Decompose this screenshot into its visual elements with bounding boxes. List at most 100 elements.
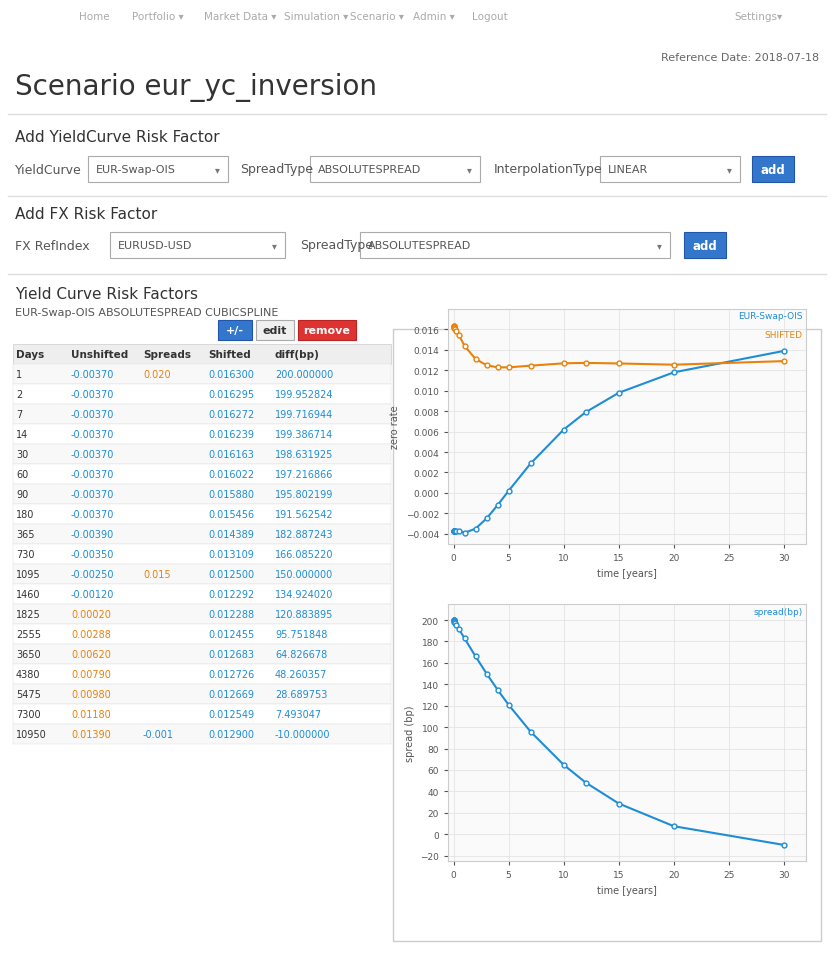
Text: 30: 30 bbox=[16, 450, 28, 459]
Text: SpreadType: SpreadType bbox=[240, 163, 313, 176]
Text: EUR-Swap-OIS ABSOLUTESPREAD CUBICSPLINE: EUR-Swap-OIS ABSOLUTESPREAD CUBICSPLINE bbox=[15, 308, 279, 317]
Text: Settings▾: Settings▾ bbox=[734, 12, 782, 23]
Text: 365: 365 bbox=[16, 530, 34, 539]
Bar bbox=[13, 584, 391, 604]
Bar bbox=[13, 484, 391, 504]
Text: -0.001: -0.001 bbox=[143, 729, 174, 740]
Text: 0.012900: 0.012900 bbox=[208, 729, 254, 740]
Text: Add FX Risk Factor: Add FX Risk Factor bbox=[15, 207, 158, 222]
Bar bbox=[88, 157, 228, 183]
Text: ABSOLUTESPREAD: ABSOLUTESPREAD bbox=[318, 165, 421, 174]
Bar bbox=[13, 345, 391, 365]
Text: 0.012549: 0.012549 bbox=[208, 709, 254, 720]
Bar bbox=[13, 624, 391, 644]
Text: 0.013109: 0.013109 bbox=[208, 550, 254, 559]
Text: Days: Days bbox=[16, 350, 44, 359]
Text: ▾: ▾ bbox=[467, 165, 472, 174]
Text: 2555: 2555 bbox=[16, 629, 41, 639]
Bar bbox=[13, 644, 391, 664]
Text: ABSOLUTESPREAD: ABSOLUTESPREAD bbox=[368, 241, 471, 251]
Bar bbox=[13, 405, 391, 424]
Text: edit: edit bbox=[263, 326, 287, 335]
Text: diff(bp): diff(bp) bbox=[275, 350, 320, 359]
X-axis label: time [years]: time [years] bbox=[597, 884, 657, 895]
Text: Add YieldCurve Risk Factor: Add YieldCurve Risk Factor bbox=[15, 130, 219, 145]
Text: 180: 180 bbox=[16, 510, 34, 519]
X-axis label: time [years]: time [years] bbox=[597, 568, 657, 578]
Bar bbox=[13, 444, 391, 464]
Text: 1: 1 bbox=[16, 370, 23, 379]
Text: 1095: 1095 bbox=[16, 569, 41, 579]
Bar bbox=[752, 157, 794, 183]
Y-axis label: zero rate: zero rate bbox=[390, 405, 400, 449]
Bar bbox=[13, 464, 391, 484]
Text: 0.01390: 0.01390 bbox=[71, 729, 111, 740]
Text: 150.000000: 150.000000 bbox=[275, 569, 334, 579]
Text: spread(bp): spread(bp) bbox=[753, 607, 802, 616]
Text: 0.012455: 0.012455 bbox=[208, 629, 254, 639]
Text: 0.012288: 0.012288 bbox=[208, 609, 254, 619]
Bar bbox=[298, 320, 356, 340]
Bar bbox=[393, 330, 821, 941]
Text: Unshifted: Unshifted bbox=[71, 350, 128, 359]
Text: Logout: Logout bbox=[472, 12, 508, 23]
Text: EUR-Swap-OIS: EUR-Swap-OIS bbox=[96, 165, 176, 174]
Bar bbox=[13, 724, 391, 744]
Text: 2: 2 bbox=[16, 390, 23, 399]
Text: 0.016295: 0.016295 bbox=[208, 390, 254, 399]
Text: 7.493047: 7.493047 bbox=[275, 709, 321, 720]
Bar bbox=[13, 524, 391, 544]
Text: 1460: 1460 bbox=[16, 589, 41, 599]
Text: ▾: ▾ bbox=[272, 241, 277, 251]
Text: 0.012500: 0.012500 bbox=[208, 569, 254, 579]
Text: Yield Curve Risk Factors: Yield Curve Risk Factors bbox=[15, 287, 198, 302]
Text: 195.802199: 195.802199 bbox=[275, 490, 334, 499]
Bar bbox=[310, 157, 480, 183]
Bar bbox=[360, 233, 670, 258]
Text: 0.012726: 0.012726 bbox=[208, 669, 254, 679]
Text: -0.00370: -0.00370 bbox=[71, 470, 114, 479]
Text: InterpolationType: InterpolationType bbox=[494, 163, 603, 176]
Text: Scenario eur_yc_inversion: Scenario eur_yc_inversion bbox=[15, 73, 377, 102]
Text: 0.016300: 0.016300 bbox=[208, 370, 254, 379]
Bar bbox=[218, 320, 252, 340]
Text: 0.015456: 0.015456 bbox=[208, 510, 254, 519]
Text: 200.000000: 200.000000 bbox=[275, 370, 334, 379]
Text: 28.689753: 28.689753 bbox=[275, 689, 328, 700]
Bar bbox=[13, 424, 391, 444]
Text: -0.00370: -0.00370 bbox=[71, 450, 114, 459]
Text: SpreadType: SpreadType bbox=[300, 239, 373, 253]
Text: 0.00288: 0.00288 bbox=[71, 629, 111, 639]
Text: 197.216866: 197.216866 bbox=[275, 470, 334, 479]
Text: Market Data ▾: Market Data ▾ bbox=[204, 12, 277, 23]
Text: EURUSD-USD: EURUSD-USD bbox=[118, 241, 193, 251]
Text: 4380: 4380 bbox=[16, 669, 41, 679]
Text: ▾: ▾ bbox=[657, 241, 662, 251]
Text: 120.883895: 120.883895 bbox=[275, 609, 334, 619]
Text: 0.015880: 0.015880 bbox=[208, 490, 254, 499]
Text: Shifted: Shifted bbox=[208, 350, 251, 359]
Text: -0.00390: -0.00390 bbox=[71, 530, 114, 539]
Text: Portfolio ▾: Portfolio ▾ bbox=[132, 12, 183, 23]
Text: 134.924020: 134.924020 bbox=[275, 589, 334, 599]
Text: 166.085220: 166.085220 bbox=[275, 550, 334, 559]
Text: Simulation ▾: Simulation ▾ bbox=[284, 12, 348, 23]
Text: 730: 730 bbox=[16, 550, 34, 559]
Text: 0.016163: 0.016163 bbox=[208, 450, 254, 459]
Bar bbox=[13, 544, 391, 564]
Text: 0.012683: 0.012683 bbox=[208, 649, 254, 659]
Text: YieldCurve: YieldCurve bbox=[15, 163, 82, 176]
Text: Home: Home bbox=[79, 12, 110, 23]
Text: -0.00350: -0.00350 bbox=[71, 550, 114, 559]
Text: 199.716944: 199.716944 bbox=[275, 410, 334, 419]
Text: +/-: +/- bbox=[226, 326, 244, 335]
Text: 0.00620: 0.00620 bbox=[71, 649, 111, 659]
Text: 3650: 3650 bbox=[16, 649, 41, 659]
Text: add: add bbox=[761, 163, 786, 176]
Text: 0.012292: 0.012292 bbox=[208, 589, 254, 599]
Text: 0.012669: 0.012669 bbox=[208, 689, 254, 700]
Text: -0.00370: -0.00370 bbox=[71, 430, 114, 439]
Text: 199.952824: 199.952824 bbox=[275, 390, 334, 399]
Text: remove: remove bbox=[304, 326, 350, 335]
Text: SHIFTED: SHIFTED bbox=[765, 331, 802, 340]
